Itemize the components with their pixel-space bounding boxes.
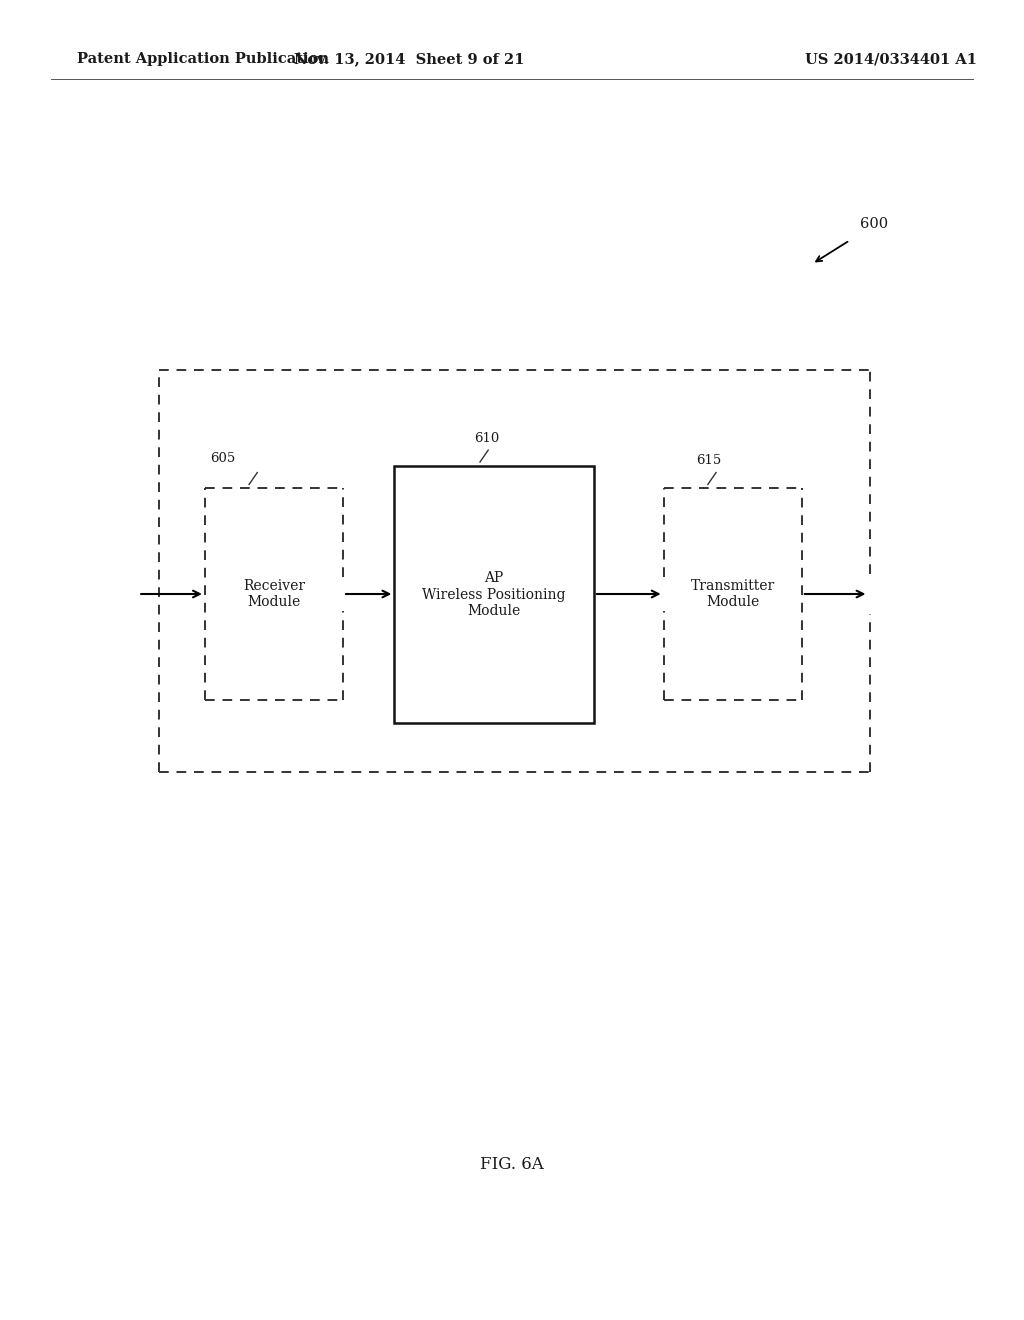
Text: 610: 610 [474, 432, 499, 445]
Text: Nov. 13, 2014  Sheet 9 of 21: Nov. 13, 2014 Sheet 9 of 21 [294, 53, 525, 66]
Text: Patent Application Publication: Patent Application Publication [77, 53, 329, 66]
Text: 600: 600 [860, 216, 888, 231]
Bar [394, 466, 594, 723]
Text: 605: 605 [210, 451, 236, 465]
Text: FIG. 6A: FIG. 6A [480, 1156, 544, 1172]
Text: US 2014/0334401 A1: US 2014/0334401 A1 [805, 53, 977, 66]
Text: Receiver
Module: Receiver Module [243, 579, 305, 609]
Text: 615: 615 [696, 454, 722, 467]
Text: Transmitter
Module: Transmitter Module [690, 579, 775, 609]
Text: AP
Wireless Positioning
Module: AP Wireless Positioning Module [422, 572, 566, 618]
